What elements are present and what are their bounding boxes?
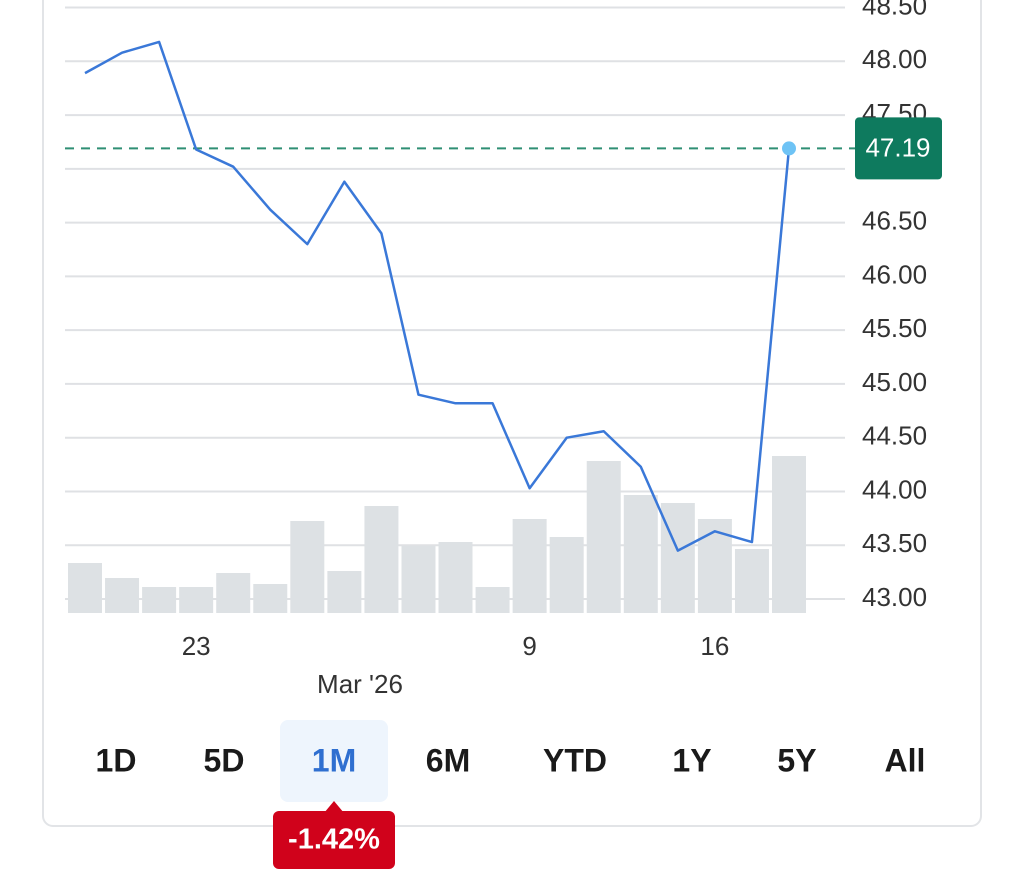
x-tick-label: 9 — [522, 631, 536, 661]
range-button[interactable]: All — [885, 742, 926, 778]
volume-bar — [438, 542, 473, 613]
range-button[interactable]: 5D — [204, 742, 245, 778]
volume-bar — [772, 456, 806, 613]
y-tick-label: 43.50 — [862, 528, 927, 558]
change-pointer — [324, 801, 344, 813]
y-tick-label: 46.50 — [862, 205, 927, 235]
volume-bar — [586, 461, 621, 613]
volume-bar — [216, 573, 251, 613]
volume-bar — [253, 584, 288, 613]
volume-bar — [697, 519, 732, 613]
volume-bar — [623, 495, 658, 613]
change-badge — [273, 811, 395, 869]
volume-bar — [549, 537, 584, 613]
volume-bar — [68, 563, 102, 613]
y-tick-label: 48.50 — [862, 0, 927, 20]
range-button[interactable]: 5Y — [777, 742, 816, 778]
range-button[interactable]: 6M — [426, 742, 470, 778]
price-badge — [855, 117, 942, 180]
change-label: -1.42% — [288, 824, 380, 856]
y-tick-label: 43.00 — [862, 582, 927, 612]
volume-bar — [475, 587, 510, 613]
last-point — [782, 141, 796, 156]
price-badge-label: 47.19 — [865, 132, 930, 162]
volume-bar — [105, 578, 140, 613]
card — [42, 0, 982, 827]
y-tick-label: 44.50 — [862, 421, 927, 451]
price-line — [84, 40, 791, 552]
volume-bar — [364, 506, 399, 613]
y-tick-label: 48.00 — [862, 44, 927, 74]
volume-bar — [734, 549, 769, 613]
volume-bar — [142, 587, 177, 613]
y-tick-label: 46.00 — [862, 259, 927, 289]
x-tick-label: 16 — [700, 631, 729, 661]
y-tick-label: 44.00 — [862, 474, 927, 504]
volume-bar — [512, 519, 547, 613]
x-tick-label: 23 — [182, 631, 211, 661]
volume-bar — [327, 571, 362, 613]
volume-bar — [179, 587, 214, 613]
range-button[interactable]: 1Y — [672, 742, 711, 778]
range-button[interactable]: 1D — [96, 742, 137, 778]
range-button[interactable]: 1M — [312, 742, 356, 778]
range-button[interactable]: YTD — [543, 742, 607, 778]
y-tick-label: 45.50 — [862, 313, 927, 343]
x-sublabel: Mar '26 — [317, 669, 403, 699]
volume-bar — [660, 503, 695, 613]
range-selected-bg — [280, 720, 388, 802]
y-tick-label: 45.00 — [862, 367, 927, 397]
volume-bar — [290, 521, 325, 613]
volume-bar — [401, 546, 436, 613]
